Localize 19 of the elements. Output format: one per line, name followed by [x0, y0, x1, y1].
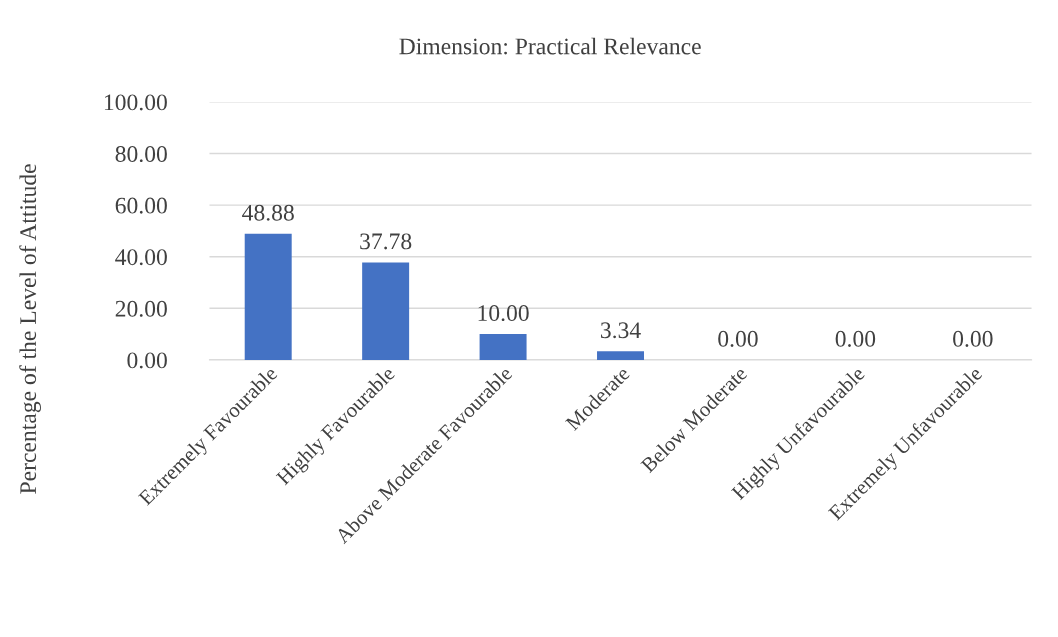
- data-label: 0.00: [953, 330, 993, 347]
- data-label: 0.00: [835, 330, 876, 347]
- data-label: 48.88: [242, 204, 294, 221]
- data-label: 10.00: [478, 305, 529, 322]
- bar: [479, 334, 527, 360]
- bar: [597, 351, 644, 360]
- y-tick-label: 0.00: [127, 352, 167, 369]
- chart-title: Dimension: Practical Relevance: [399, 37, 701, 55]
- y-tick-label: 100.00: [104, 94, 167, 111]
- bar: [362, 262, 410, 360]
- y-tick-label: 40.00: [115, 249, 167, 266]
- y-tick-label: 80.00: [115, 146, 167, 163]
- data-label: 37.78: [360, 233, 412, 250]
- y-tick-label: 60.00: [115, 197, 167, 214]
- data-label: 0.00: [718, 330, 758, 347]
- bar: [244, 233, 292, 360]
- data-label: 3.34: [600, 322, 641, 339]
- y-axis-title: Percentage of the Level of Attitude: [19, 164, 41, 494]
- y-tick-label: 20.00: [115, 300, 167, 317]
